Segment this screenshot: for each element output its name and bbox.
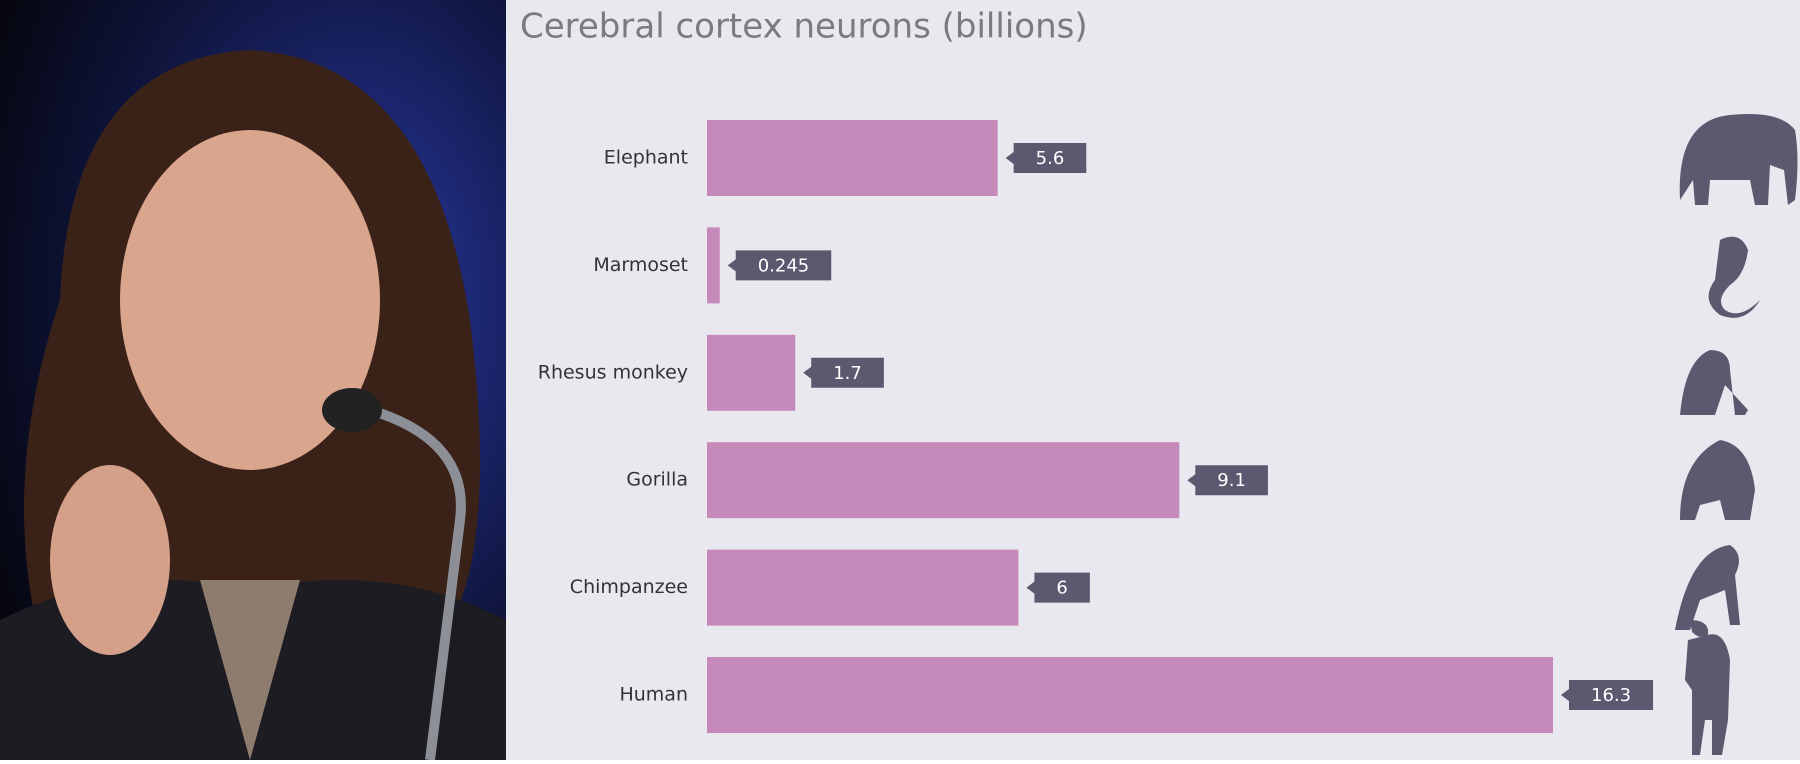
value-label: 9.1	[1217, 470, 1246, 491]
value-label-box	[1005, 143, 1087, 173]
value-label-box	[727, 250, 832, 281]
value-label: 6	[1056, 578, 1067, 599]
bar	[707, 549, 1019, 626]
value-label-box	[1026, 572, 1090, 603]
bar	[707, 657, 1553, 733]
category-label: Elephant	[604, 147, 688, 169]
bar	[707, 120, 998, 196]
category-label: Gorilla	[626, 469, 688, 491]
value-label: 0.245	[758, 255, 810, 276]
value-label: 16.3	[1591, 685, 1631, 706]
chart-title: Cerebral cortex neurons (billions)	[520, 7, 1088, 47]
category-label: Rhesus monkey	[538, 361, 688, 383]
value-label-box	[803, 357, 884, 388]
category-label: Chimpanzee	[570, 576, 688, 598]
chart-panel	[506, 0, 1800, 760]
value-label: 5.6	[1036, 148, 1065, 169]
photo	[0, 0, 506, 761]
animal-icons	[1675, 114, 1798, 755]
category-label: Human	[619, 684, 688, 706]
bar	[707, 334, 796, 411]
bar	[707, 227, 720, 304]
category-label: Marmoset	[593, 254, 688, 276]
value-label: 1.7	[833, 363, 862, 384]
bar	[707, 442, 1180, 519]
value-label-box	[1561, 680, 1654, 710]
value-label-box	[1187, 465, 1268, 496]
